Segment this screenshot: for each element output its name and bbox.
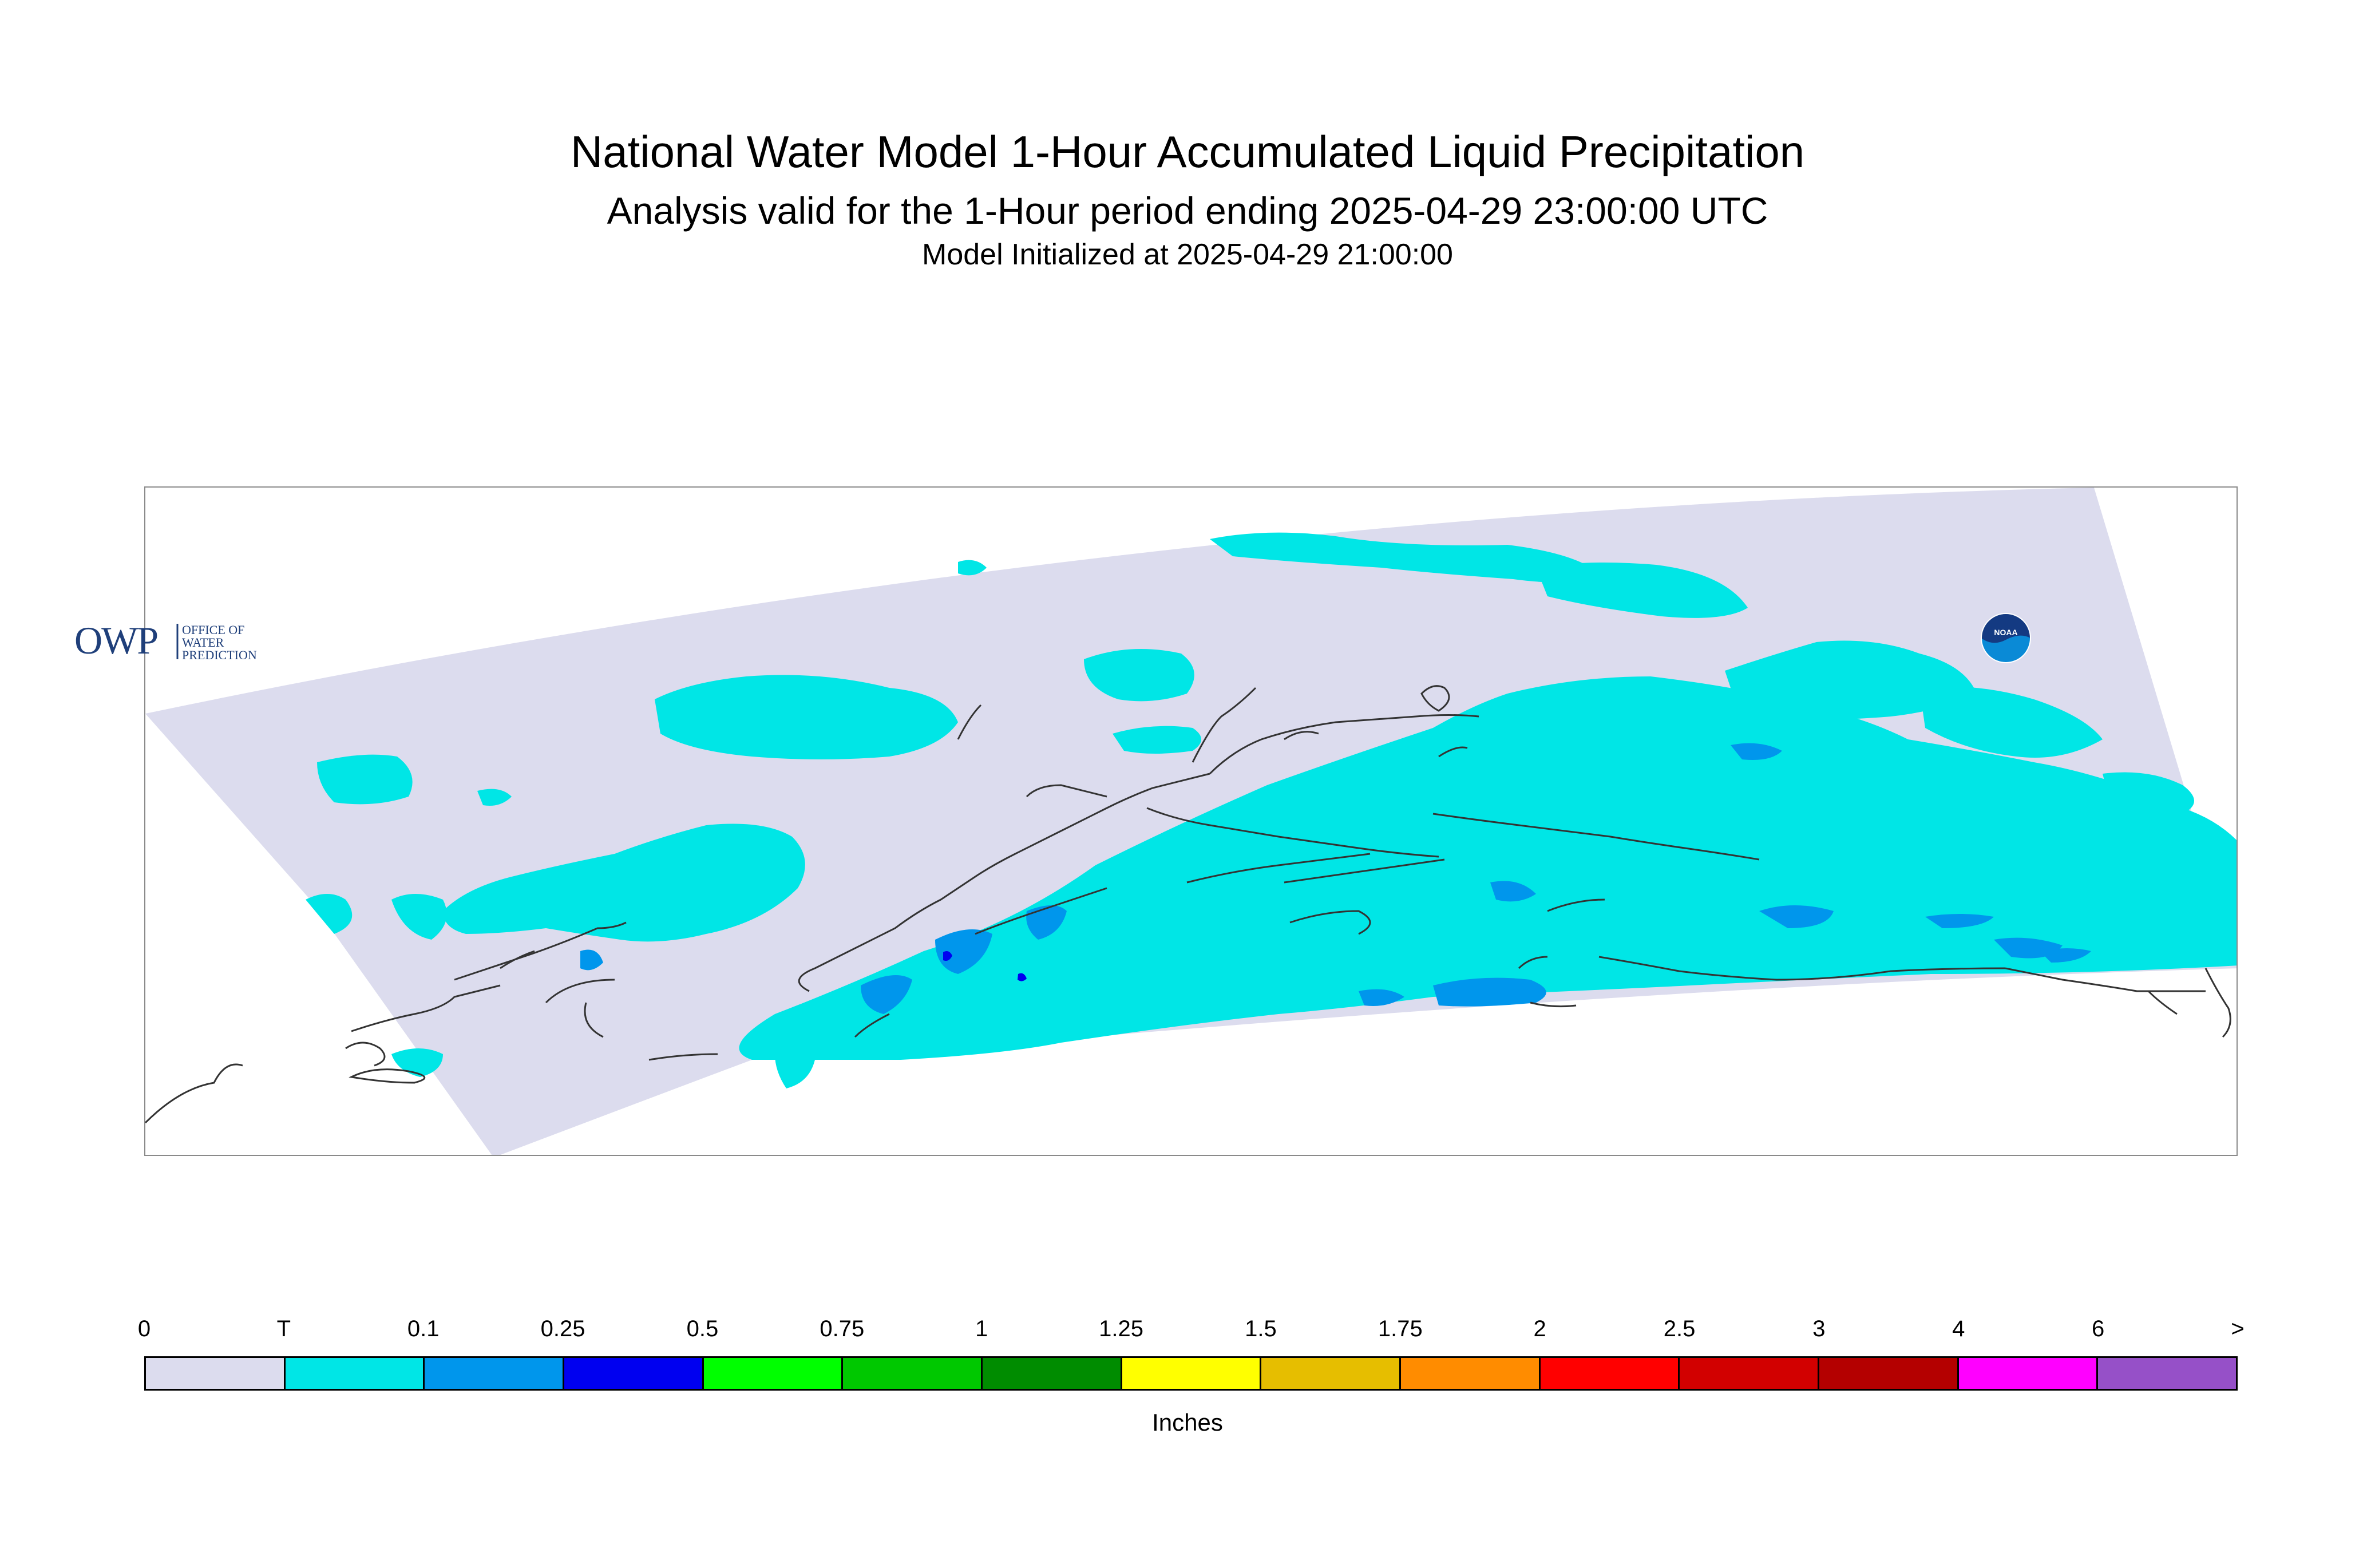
legend-swatch-12 bbox=[1819, 1358, 1959, 1389]
owp-caption-1: OFFICE OF bbox=[182, 623, 244, 637]
legend-swatch-3 bbox=[564, 1358, 704, 1389]
legend-tick-label: 2 bbox=[1533, 1316, 1546, 1341]
coastlines bbox=[145, 685, 2231, 1124]
legend-swatch-4 bbox=[703, 1358, 844, 1389]
legend-swatch-9 bbox=[1401, 1358, 1541, 1389]
legend-swatch-10 bbox=[1540, 1358, 1680, 1389]
precip-color-bar bbox=[144, 1356, 2238, 1391]
map-canvas bbox=[145, 488, 2237, 1155]
legend-swatch-2 bbox=[425, 1358, 565, 1389]
map-title: National Water Model 1-Hour Accumulated … bbox=[570, 126, 1805, 177]
legend-tick-label: 3 bbox=[1812, 1316, 1826, 1341]
legend-swatch-14 bbox=[2098, 1358, 2237, 1389]
moderate-precip-areas bbox=[580, 743, 2091, 1014]
heavy-precip-areas bbox=[943, 951, 1027, 981]
precipitation-map bbox=[144, 486, 2238, 1156]
owp-caption-2: WATER bbox=[182, 635, 224, 650]
legend-tick-label: 4 bbox=[1952, 1316, 1965, 1341]
legend-tick-label: 0.1 bbox=[407, 1316, 440, 1341]
legend-tick-label: 0.5 bbox=[686, 1316, 719, 1341]
legend-swatch-8 bbox=[1261, 1358, 1402, 1389]
legend-tick-label: 0 bbox=[137, 1316, 151, 1341]
legend-tick-label: 1.75 bbox=[1378, 1316, 1423, 1341]
light-precip-areas bbox=[306, 532, 2237, 1088]
legend-tick-label: 0.25 bbox=[540, 1316, 585, 1341]
owp-caption-3: PREDICTION bbox=[182, 648, 257, 662]
legend-tick-label: 1.25 bbox=[1099, 1316, 1143, 1341]
legend-swatch-13 bbox=[1958, 1358, 2099, 1389]
map-subtitle: Analysis valid for the 1-Hour period end… bbox=[607, 189, 1768, 232]
legend-tick-label: 0.75 bbox=[820, 1316, 865, 1341]
legend-swatch-7 bbox=[1122, 1358, 1262, 1389]
legend-tick-label: > bbox=[2231, 1316, 2245, 1341]
legend-swatch-5 bbox=[843, 1358, 983, 1389]
legend-units: Inches bbox=[1152, 1409, 1223, 1436]
legend-swatch-6 bbox=[983, 1358, 1122, 1389]
legend-tick-label: 6 bbox=[2092, 1316, 2105, 1341]
legend-swatch-1 bbox=[285, 1358, 425, 1389]
legend-swatch-11 bbox=[1680, 1358, 1820, 1389]
owp-logo: OWP OFFICE OF WATER PREDICTION bbox=[74, 619, 257, 662]
legend-tick-label: 1 bbox=[975, 1316, 988, 1341]
legend-tick-label: T bbox=[276, 1316, 291, 1341]
legend-tick-label: 1.5 bbox=[1245, 1316, 1277, 1341]
owp-letters: OWP bbox=[74, 619, 157, 662]
legend-tick-label: 2.5 bbox=[1663, 1316, 1696, 1341]
noaa-logo: NOAA bbox=[1981, 613, 2031, 663]
init-time: Model Initialized at 2025-04-29 21:00:00 bbox=[922, 238, 1453, 271]
legend-swatch-0 bbox=[146, 1358, 286, 1389]
noaa-text: NOAA bbox=[1994, 628, 2017, 637]
